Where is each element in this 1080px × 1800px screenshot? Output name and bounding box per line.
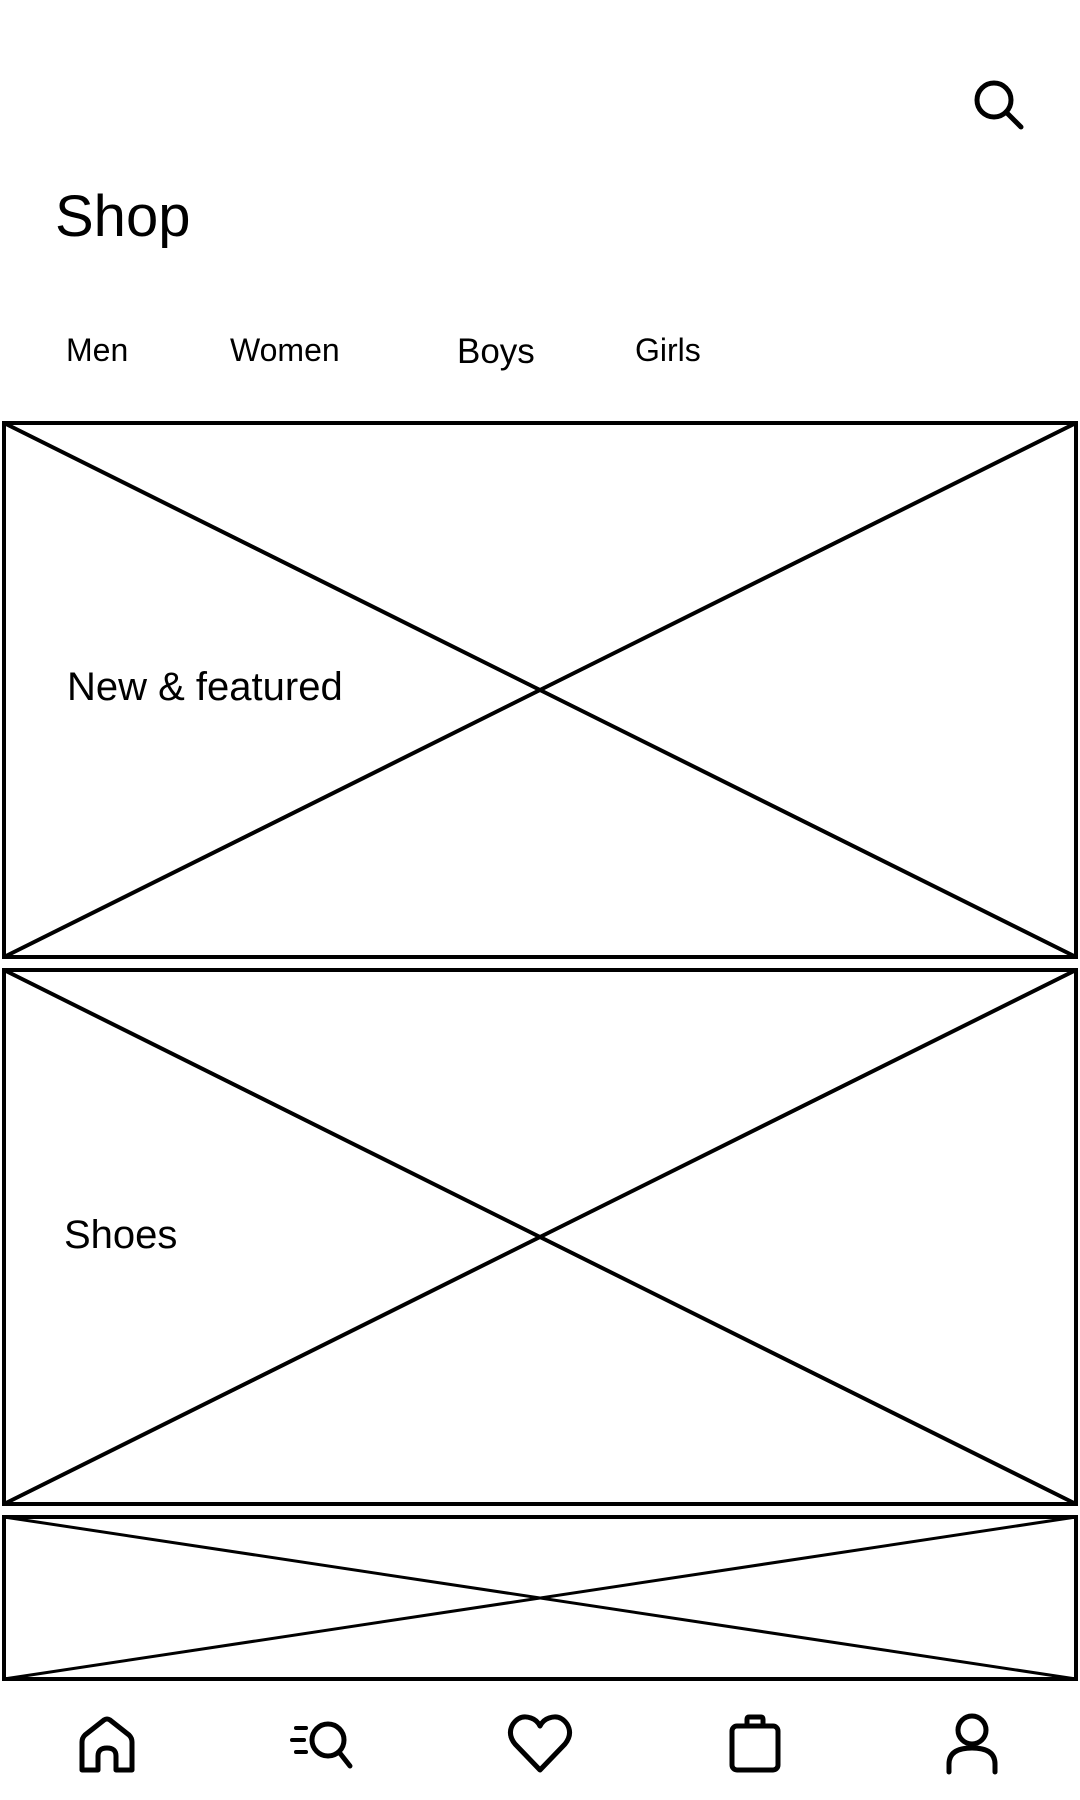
profile-icon	[946, 1713, 998, 1775]
tab-men[interactable]: Men	[66, 332, 129, 368]
search-button[interactable]	[970, 76, 1028, 134]
nav-bag-button[interactable]	[720, 1710, 790, 1780]
shopping-bag-icon	[729, 1714, 781, 1773]
image-placeholder	[2, 421, 1078, 959]
tab-women[interactable]: Women	[230, 332, 340, 368]
card-label: New & featured	[67, 665, 343, 709]
nav-home-button[interactable]	[72, 1710, 142, 1780]
page-title: Shop	[55, 184, 191, 249]
nav-profile-button[interactable]	[937, 1710, 1007, 1780]
discover-search-icon	[290, 1721, 353, 1769]
heart-icon	[507, 1714, 573, 1773]
bottom-nav	[0, 1700, 1080, 1800]
home-icon	[79, 1716, 135, 1773]
card-shoes[interactable]: Shoes	[2, 968, 1078, 1506]
card-new-featured[interactable]: New & featured	[2, 421, 1078, 959]
image-placeholder	[2, 968, 1078, 1506]
card-label: Shoes	[64, 1213, 178, 1257]
search-icon	[974, 80, 1024, 130]
card-partial[interactable]	[2, 1515, 1078, 1681]
image-placeholder	[2, 1515, 1078, 1681]
nav-favorites-button[interactable]	[505, 1710, 575, 1780]
tab-boys[interactable]: Boys	[457, 332, 535, 371]
tab-girls[interactable]: Girls	[635, 332, 701, 368]
nav-discover-button[interactable]	[288, 1710, 358, 1780]
